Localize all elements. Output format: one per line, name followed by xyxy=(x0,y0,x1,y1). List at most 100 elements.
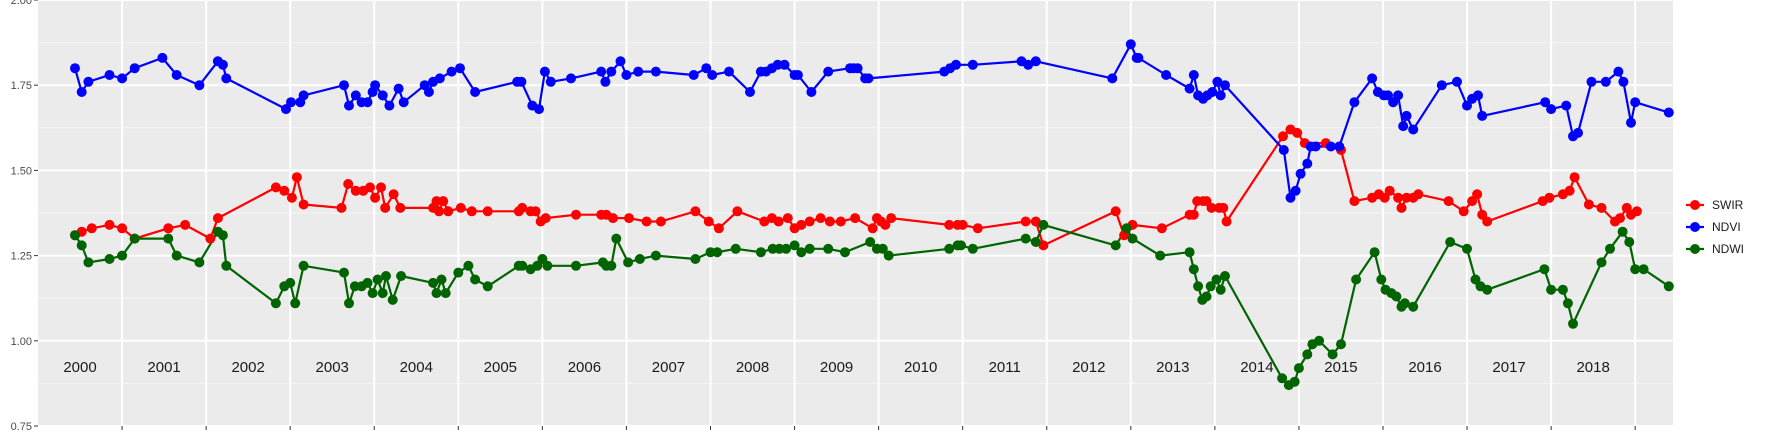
swir-point xyxy=(117,223,128,234)
ndwi-point xyxy=(1193,281,1204,292)
ndwi-point xyxy=(804,243,815,254)
ndwi-point xyxy=(611,233,622,244)
swir-point xyxy=(443,206,454,217)
ndvi-point xyxy=(1133,52,1144,63)
ndvi-point xyxy=(596,66,607,77)
ndvi-point xyxy=(1626,117,1636,128)
ndwi-point xyxy=(956,240,966,251)
ndwi-point xyxy=(532,260,543,271)
year-label: 2010 xyxy=(904,359,937,376)
ndwi-point xyxy=(606,260,617,271)
ndwi-point xyxy=(1293,363,1304,374)
year-label: 2017 xyxy=(1492,359,1525,376)
swir-point xyxy=(517,202,528,213)
ndvi-point xyxy=(1573,127,1583,138)
ndwi-point xyxy=(270,298,281,309)
ndwi-point xyxy=(117,250,128,261)
ndvi-point xyxy=(298,90,309,101)
ndvi-point xyxy=(281,104,291,115)
ndvi-point xyxy=(633,66,644,77)
ndvi-point xyxy=(1367,73,1378,84)
ndwi-point xyxy=(650,250,661,261)
ndwi-point xyxy=(571,260,581,271)
swir-point xyxy=(1413,189,1424,200)
ndwi-point xyxy=(1630,264,1641,275)
ndvi-point xyxy=(1023,59,1034,70)
ndwi-point xyxy=(730,243,741,254)
ndwi-point xyxy=(163,233,174,244)
ndvi-point xyxy=(1663,107,1674,118)
swir-point xyxy=(434,206,444,217)
ndvi-point xyxy=(1349,97,1360,108)
legend-key-point-swir xyxy=(1690,200,1700,210)
ndvi-point xyxy=(1107,73,1118,84)
ndwi-point xyxy=(129,233,140,244)
swir-point xyxy=(163,223,174,234)
swir-point xyxy=(1030,216,1041,227)
swir-point xyxy=(608,213,618,224)
ndvi-point xyxy=(621,70,632,80)
ndvi-point xyxy=(1586,76,1597,87)
swir-point xyxy=(298,199,309,210)
ndwi-point xyxy=(944,243,955,254)
ndwi-point xyxy=(1539,264,1550,275)
ndvi-point xyxy=(217,59,228,70)
ndvi-point xyxy=(1613,66,1624,77)
ndvi-point xyxy=(534,104,544,115)
swir-point xyxy=(365,182,375,193)
year-label: 2012 xyxy=(1072,359,1105,376)
ndvi-point xyxy=(455,63,465,74)
ndvi-point xyxy=(1408,124,1419,135)
swir-point xyxy=(1110,206,1121,217)
swir-point xyxy=(886,213,897,224)
ndvi-point xyxy=(1436,80,1447,91)
swir-point xyxy=(540,213,551,224)
ndwi-point xyxy=(70,230,80,241)
swir-point xyxy=(205,233,216,244)
swir-point xyxy=(655,216,666,227)
ndwi-point xyxy=(431,288,442,299)
swir-point xyxy=(867,223,878,234)
ndwi-point xyxy=(83,257,94,268)
ndwi-point xyxy=(517,260,528,271)
swir-point xyxy=(1482,216,1493,227)
ndwi-point xyxy=(1038,219,1049,230)
ndvi-point xyxy=(1618,76,1629,87)
ndwi-point xyxy=(470,274,481,285)
ndvi-point xyxy=(951,59,961,70)
ndvi-point xyxy=(1477,110,1488,121)
ndvi-point xyxy=(1473,90,1483,101)
y-tick-label: 0.75 xyxy=(11,421,32,433)
ndvi-point xyxy=(1398,121,1409,132)
ndvi-point xyxy=(967,59,978,70)
swir-point xyxy=(530,206,541,217)
ndwi-point xyxy=(1605,243,1615,254)
ndwi-point xyxy=(1445,237,1456,247)
ndvi-point xyxy=(1546,104,1557,115)
ndwi-point xyxy=(1155,250,1166,261)
ndwi-point xyxy=(623,257,634,268)
ndwi-point xyxy=(1663,281,1674,292)
swir-point xyxy=(850,213,861,224)
ndvi-point xyxy=(350,90,361,101)
ndwi-point xyxy=(883,250,894,261)
ndwi-point xyxy=(1408,301,1419,312)
ndwi-point xyxy=(76,240,87,251)
ndwi-point xyxy=(1336,339,1346,350)
ndvi-point xyxy=(600,76,611,87)
ndvi-point xyxy=(1401,110,1412,121)
ndwi-point xyxy=(1211,274,1222,285)
ndvi-point xyxy=(370,80,381,91)
ndvi-point xyxy=(823,66,834,77)
ndvi-point xyxy=(1188,70,1199,80)
swir-point xyxy=(690,206,701,217)
year-label: 2015 xyxy=(1324,359,1357,376)
ndwi-point xyxy=(712,247,723,258)
ndwi-point xyxy=(755,247,766,258)
ndvi-point xyxy=(344,100,354,111)
swir-point xyxy=(944,219,955,230)
swir-point xyxy=(1218,202,1229,213)
ndwi-point xyxy=(436,274,447,285)
year-label: 2006 xyxy=(568,359,601,376)
ndwi-point xyxy=(104,254,115,264)
